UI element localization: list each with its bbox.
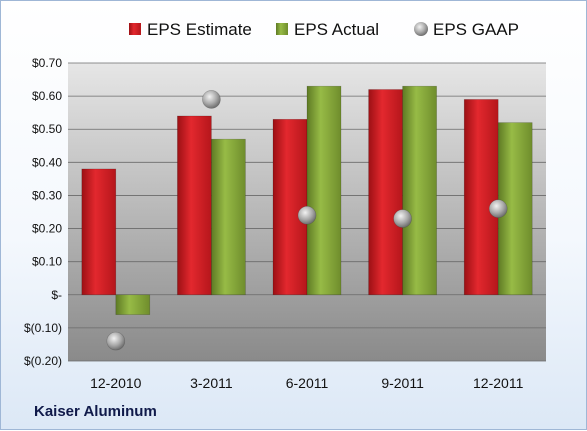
actual-bar xyxy=(306,85,342,296)
y-tick-label: $0.40 xyxy=(32,155,62,169)
gaap-points xyxy=(106,90,508,351)
gaap-point xyxy=(202,90,221,109)
gaap-point xyxy=(488,199,508,218)
estimate-bar xyxy=(368,89,403,296)
y-tick-label: $(0.20) xyxy=(24,354,62,368)
actual-bar xyxy=(211,138,246,296)
legend-actual-swatch xyxy=(276,23,288,35)
actual-bar xyxy=(402,85,437,296)
legend-estimate-label: EPS Estimate xyxy=(147,20,252,39)
x-tick-label: 6-2011 xyxy=(286,375,329,391)
company-name: Kaiser Aluminum xyxy=(34,403,157,420)
legend-estimate: EPS Estimate xyxy=(129,20,252,39)
legend: EPS Estimate EPS Actual EPS GAAP xyxy=(129,20,519,39)
legend-gaap-swatch xyxy=(414,22,428,36)
y-tick-label: $- xyxy=(51,288,62,302)
bars xyxy=(81,85,533,315)
actual-bar xyxy=(115,294,151,315)
y-tick-label: $(0.10) xyxy=(24,321,62,335)
legend-gaap: EPS GAAP xyxy=(414,20,519,39)
y-tick-label: $0.30 xyxy=(32,188,62,202)
y-tick-label: $0.10 xyxy=(32,255,62,269)
legend-gaap-label: EPS GAAP xyxy=(433,20,519,39)
gaap-point xyxy=(393,209,412,228)
x-tick-label: 12-2011 xyxy=(473,375,524,391)
legend-actual-label: EPS Actual xyxy=(294,20,379,39)
y-tick-label: $0.50 xyxy=(32,122,62,136)
x-axis: 12-2010 3-2011 6-2011 9-2011 12-2011 xyxy=(90,375,523,391)
y-tick-label: $0.20 xyxy=(32,222,62,236)
x-tick-label: 12-2010 xyxy=(90,375,142,391)
x-tick-label: 9-2011 xyxy=(381,375,424,391)
y-tick-label: $0.60 xyxy=(32,89,62,103)
y-axis: $0.70 $0.60 $0.50 $0.40 $0.30 $0.20 $0.10 $- $(0… xyxy=(24,56,62,368)
gaap-point xyxy=(297,206,317,225)
gaap-point xyxy=(106,331,126,351)
estimate-bar xyxy=(81,168,117,296)
legend-estimate-swatch xyxy=(129,23,141,35)
estimate-bar xyxy=(463,99,499,296)
legend-actual: EPS Actual xyxy=(276,20,379,39)
x-tick-label: 3-2011 xyxy=(190,375,233,391)
y-tick-label: $0.70 xyxy=(32,56,62,70)
estimate-bar xyxy=(272,118,308,296)
estimate-bar xyxy=(177,115,212,296)
